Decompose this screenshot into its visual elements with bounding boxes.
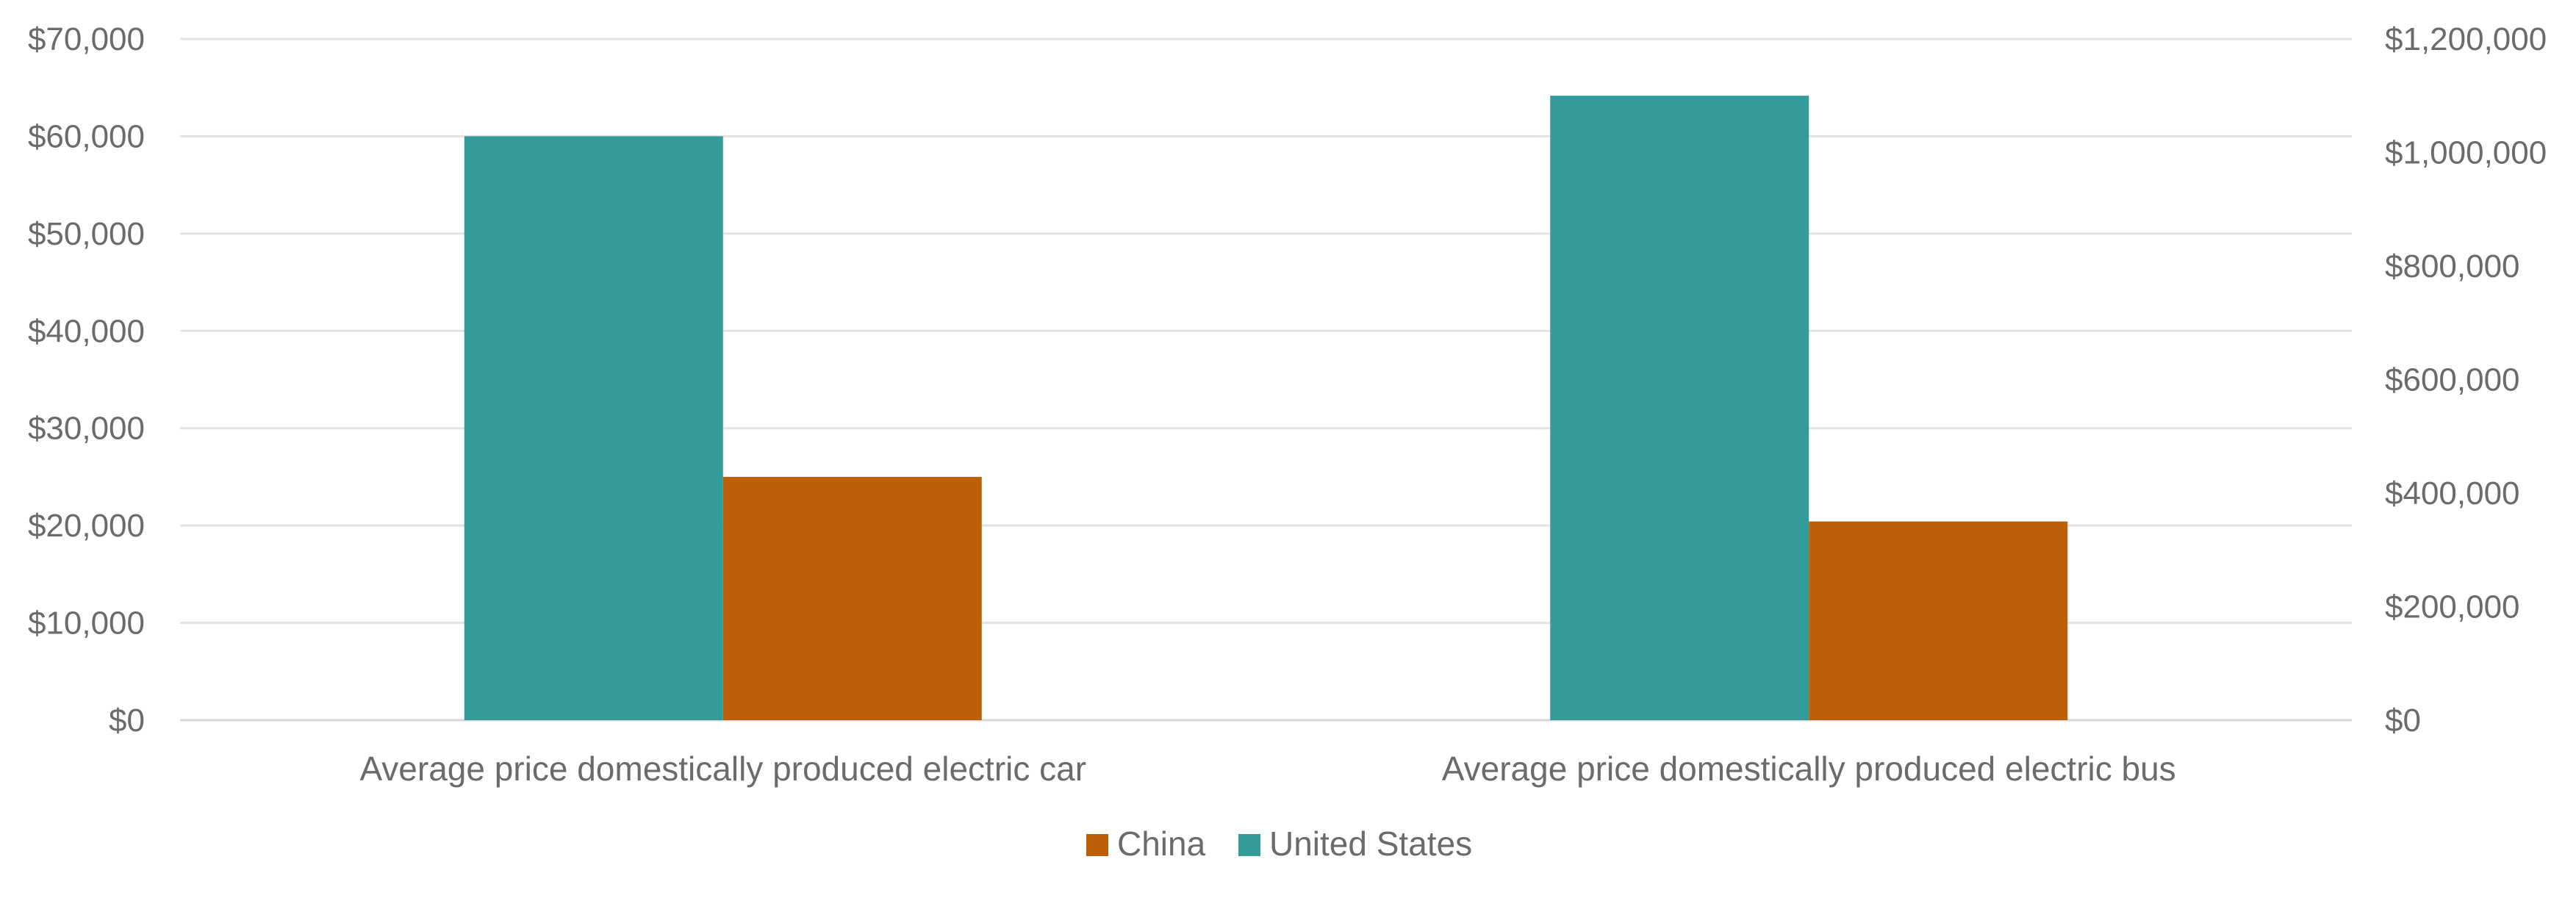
bar-united-states [464,136,723,720]
right-axis-tick-label: $1,000,000 [2385,135,2547,171]
right-axis-tick-labels: $0 $200,000 $400,000 $600,000 $800,000 $1,000… [2385,21,2547,739]
right-axis-tick-label: $800,000 [2385,248,2520,284]
left-axis-tick-label: $20,000 [28,508,145,544]
legend-swatch-united-states [1238,834,1260,856]
legend: China United States [1086,825,1472,863]
left-axis-tick-label: $10,000 [28,606,145,642]
left-axis-tick-label: $70,000 [28,21,145,57]
legend-swatch-china [1086,834,1108,856]
category-label: Average price domestically produced elec… [359,750,1086,788]
category-labels: Average price domestically produced elec… [359,750,2175,788]
left-axis-tick-label: $50,000 [28,216,145,252]
left-axis-tick-label: $60,000 [28,118,145,154]
left-axis-tick-label: $0 [109,703,145,739]
left-axis-tick-label: $30,000 [28,411,145,447]
category-label: Average price domestically produced elec… [1442,750,2176,788]
bar-china [722,476,982,720]
right-axis-tick-label: $0 [2385,703,2421,739]
right-axis-tick-label: $200,000 [2385,589,2520,625]
left-axis-tick-labels: $0 $10,000 $20,000 $30,000 $40,000 $50,000 $60… [28,21,145,739]
bar-china [1809,521,2068,720]
legend-label-china: China [1117,825,1206,863]
right-axis-tick-label: $400,000 [2385,475,2520,511]
right-axis-tick-label: $1,200,000 [2385,21,2547,57]
right-axis-tick-label: $600,000 [2385,362,2520,398]
bar-series [464,96,2068,720]
left-axis-tick-label: $40,000 [28,313,145,349]
bar-united-states [1550,96,1809,720]
legend-label-united-states: United States [1269,825,1472,863]
